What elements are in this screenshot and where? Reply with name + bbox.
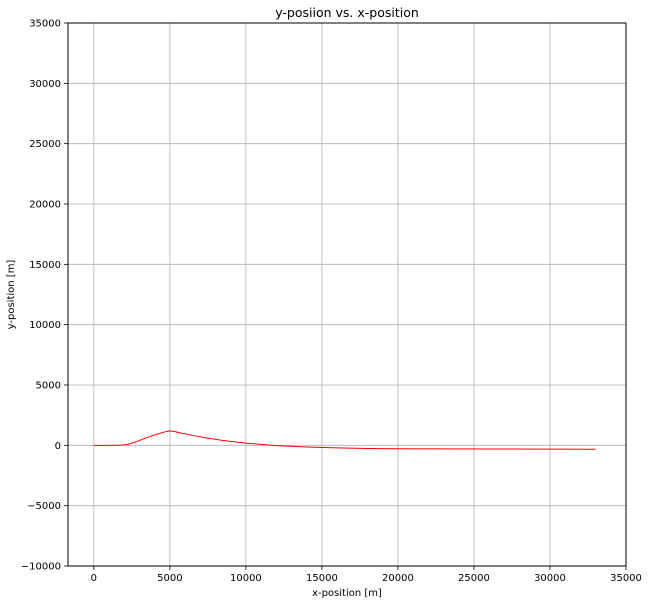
y-tick-label: 10000	[29, 320, 61, 331]
grid	[68, 22, 627, 567]
series-layer	[93, 430, 596, 450]
x-tick-label: 35000	[610, 573, 642, 584]
y-tick-label: 15000	[29, 260, 61, 271]
x-tick-label: 5000	[157, 573, 182, 584]
y-tick-label: 35000	[29, 19, 61, 30]
y-tick-label: 30000	[29, 79, 61, 90]
y-axis-ticks: −10000 −5000 0 5000 10000 15000 20000 25000 3000…	[21, 19, 68, 573]
y-tick-label: −5000	[27, 501, 61, 512]
y-tick-label: 5000	[36, 381, 61, 392]
series-line-0	[93, 430, 596, 450]
x-tick-label: 10000	[230, 573, 262, 584]
y-axis-label: y-position [m]	[6, 260, 17, 330]
x-tick-label: 30000	[534, 573, 566, 584]
y-tick-label: 25000	[29, 139, 61, 150]
y-tick-label: −10000	[21, 562, 61, 573]
x-tick-label: 0	[91, 573, 97, 584]
y-tick-label: 0	[55, 441, 61, 452]
x-tick-label: 20000	[382, 573, 414, 584]
x-axis-ticks: 0 5000 10000 15000 20000 25000 30000 35000	[91, 566, 642, 584]
x-axis-label: x-position [m]	[312, 588, 382, 599]
plot-frame	[67, 22, 627, 567]
x-tick-label: 15000	[306, 573, 338, 584]
chart-title: y-posiion vs. x-position	[275, 5, 419, 20]
x-tick-label: 25000	[458, 573, 490, 584]
y-tick-label: 20000	[29, 200, 61, 211]
